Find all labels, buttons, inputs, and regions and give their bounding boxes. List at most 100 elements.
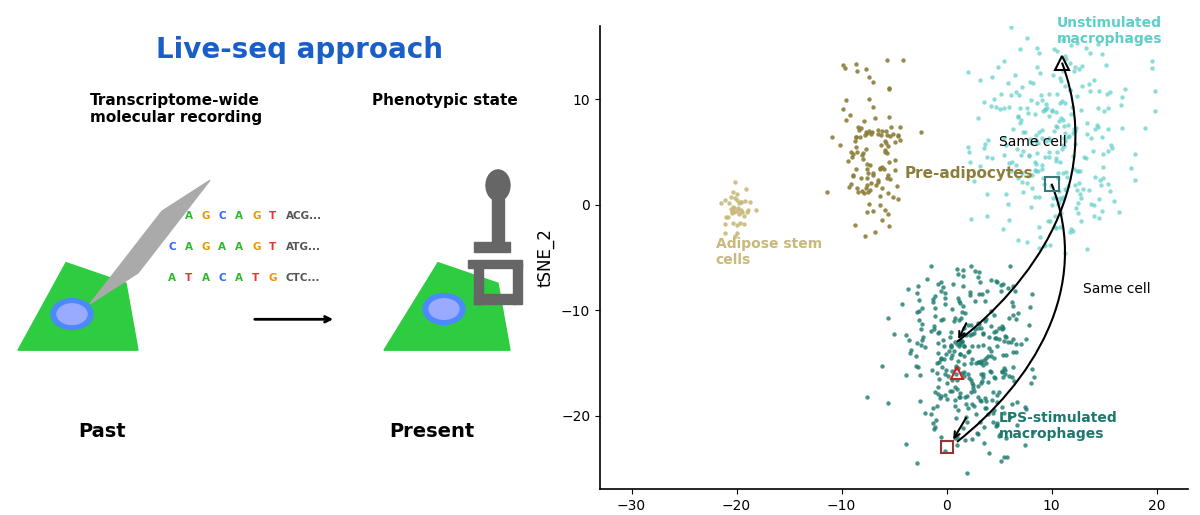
- Point: [1094, 150, 1114, 158]
- Point: [1051, 194, 1070, 202]
- Point: [1052, 97, 1072, 105]
- Point: [1018, 179, 1037, 187]
- Point: [1064, 125, 1084, 133]
- Point: [961, 388, 980, 397]
- Point: [836, 116, 856, 124]
- Point: [863, 78, 882, 86]
- Point: [910, 296, 929, 304]
- Point: [1048, 168, 1067, 177]
- Point: [960, 291, 979, 299]
- Point: [733, 208, 752, 216]
- Point: [947, 385, 966, 393]
- Point: [1012, 83, 1031, 91]
- Point: [931, 278, 950, 286]
- Point: [890, 124, 910, 132]
- Point: [1021, 379, 1040, 387]
- Point: [844, 172, 863, 180]
- Point: [978, 377, 997, 386]
- Y-axis label: tSNE_2: tSNE_2: [536, 228, 554, 287]
- Bar: [468, 260, 522, 268]
- Point: [1098, 147, 1117, 155]
- Point: [974, 317, 994, 325]
- Point: [1067, 185, 1086, 194]
- Text: Same cell: Same cell: [1084, 282, 1151, 296]
- Point: [950, 389, 970, 397]
- Point: [953, 337, 972, 345]
- Point: [1013, 188, 1032, 197]
- Point: [966, 410, 985, 418]
- Point: [970, 162, 989, 170]
- Point: [858, 129, 877, 138]
- Point: [937, 350, 956, 358]
- Text: Adipose stem
cells: Adipose stem cells: [715, 237, 822, 267]
- Point: [1045, 212, 1064, 220]
- Point: [928, 369, 947, 377]
- Point: [1135, 124, 1154, 132]
- Point: [1055, 52, 1074, 60]
- Point: [1016, 335, 1036, 343]
- Point: [853, 149, 872, 157]
- Point: [968, 114, 988, 122]
- Point: [1054, 193, 1073, 201]
- Point: [974, 356, 994, 365]
- Point: [878, 399, 898, 407]
- Point: [1067, 204, 1086, 212]
- Point: [876, 136, 895, 145]
- Point: [1024, 79, 1043, 88]
- Point: [948, 356, 967, 365]
- Point: [1033, 96, 1052, 105]
- Point: [961, 321, 980, 330]
- Point: [1146, 87, 1165, 95]
- Point: [992, 368, 1012, 376]
- Point: [994, 280, 1013, 288]
- Point: [857, 128, 876, 136]
- Point: [1030, 49, 1049, 57]
- Point: [871, 141, 890, 149]
- Point: [995, 332, 1014, 340]
- Point: [1051, 114, 1070, 122]
- Point: [1069, 64, 1088, 73]
- Point: [728, 204, 748, 212]
- Point: [839, 157, 858, 165]
- Point: [1073, 61, 1092, 70]
- Point: [893, 56, 912, 64]
- Point: [959, 373, 978, 382]
- Point: [936, 369, 955, 377]
- Point: [872, 216, 892, 224]
- Point: [1080, 49, 1099, 58]
- Point: [1046, 154, 1066, 162]
- Point: [863, 103, 882, 111]
- Point: [1003, 282, 1022, 290]
- Point: [881, 123, 900, 131]
- Point: [907, 459, 926, 467]
- Point: [935, 355, 954, 363]
- Point: [1027, 99, 1046, 107]
- Point: [865, 228, 884, 236]
- Point: [1050, 158, 1069, 166]
- Point: [944, 317, 964, 325]
- Point: [926, 416, 946, 424]
- Point: [851, 124, 870, 132]
- Point: [1021, 139, 1040, 147]
- Point: [1068, 167, 1087, 176]
- Point: [971, 418, 990, 426]
- Point: [896, 331, 916, 339]
- Point: [949, 270, 968, 278]
- Point: [977, 287, 996, 296]
- Text: A: A: [235, 273, 244, 283]
- Point: [1064, 127, 1084, 135]
- Point: [727, 195, 746, 203]
- Point: [715, 229, 734, 237]
- Point: [1014, 128, 1033, 136]
- Point: [994, 409, 1013, 417]
- Ellipse shape: [50, 299, 94, 330]
- Text: Phenotypic state: Phenotypic state: [372, 93, 517, 108]
- Text: ATG...: ATG...: [286, 242, 320, 252]
- Point: [900, 336, 919, 344]
- Point: [950, 299, 970, 307]
- Point: [931, 316, 950, 324]
- Point: [924, 298, 943, 306]
- Point: [876, 139, 895, 147]
- Point: [962, 342, 982, 350]
- Point: [1010, 119, 1030, 128]
